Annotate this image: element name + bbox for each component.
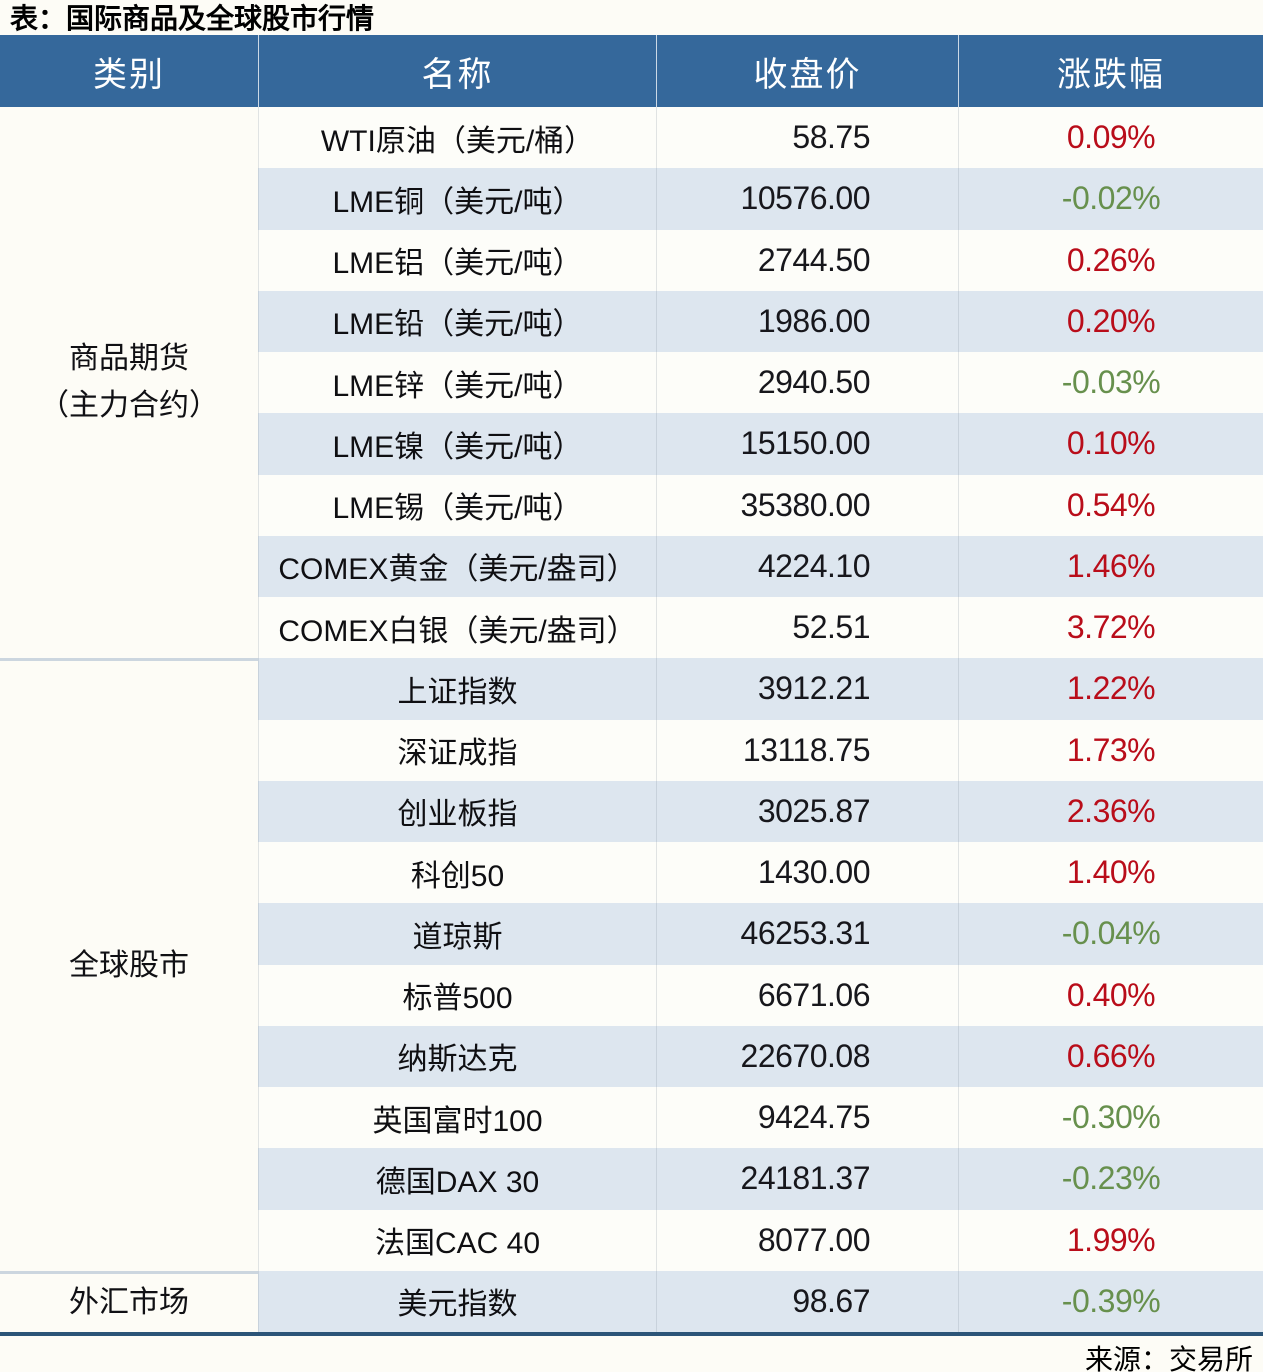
change-percent-cell: 1.40% (958, 842, 1263, 904)
change-percent-cell: 3.72% (958, 597, 1263, 659)
close-price-cell: 2940.50 (656, 352, 958, 414)
close-price-cell: 46253.31 (656, 903, 958, 965)
close-price-cell: 2744.50 (656, 229, 958, 291)
close-price-cell: 4224.10 (656, 535, 958, 597)
col-header-change: 涨跌幅 (958, 35, 1263, 107)
instrument-name-cell: 德国DAX 30 (258, 1148, 656, 1210)
close-price-cell: 10576.00 (656, 168, 958, 230)
instrument-name-cell: COMEX黄金（美元/盎司） (258, 535, 656, 597)
close-price-cell: 8077.00 (656, 1209, 958, 1271)
source-note: 来源：交易所 (1084, 1344, 1253, 1372)
change-percent-cell: 1.99% (958, 1209, 1263, 1271)
instrument-name-cell: 标普500 (258, 964, 656, 1026)
close-price-cell: 15150.00 (656, 413, 958, 475)
instrument-name-cell: 深证成指 (258, 719, 656, 781)
close-price-cell: 22670.08 (656, 1025, 958, 1087)
close-price-cell: 98.67 (656, 1270, 958, 1332)
close-price-cell: 1986.00 (656, 290, 958, 352)
change-percent-cell: 0.20% (958, 290, 1263, 352)
instrument-name-cell: 科创50 (258, 842, 656, 904)
close-price-cell: 35380.00 (656, 474, 958, 536)
category-cell-forex: 外汇市场 (0, 1270, 258, 1332)
instrument-name-cell: 创业板指 (258, 780, 656, 842)
instrument-name-cell: WTI原油（美元/桶） (258, 107, 656, 169)
change-percent-cell: -0.04% (958, 903, 1263, 965)
change-percent-cell: 0.54% (958, 474, 1263, 536)
instrument-name-cell: 法国CAC 40 (258, 1209, 656, 1271)
col-header-category: 类别 (0, 35, 258, 107)
close-price-cell: 3025.87 (656, 780, 958, 842)
change-percent-cell: -0.30% (958, 1087, 1263, 1149)
change-percent-cell: 0.26% (958, 229, 1263, 291)
instrument-name-cell: 上证指数 (258, 658, 656, 720)
close-price-cell: 58.75 (656, 107, 958, 169)
change-percent-cell: 1.73% (958, 719, 1263, 781)
change-percent-cell: -0.03% (958, 352, 1263, 414)
instrument-name-cell: LME锡（美元/吨） (258, 474, 656, 536)
change-percent-cell: 0.66% (958, 1025, 1263, 1087)
change-percent-cell: -0.39% (958, 1270, 1263, 1332)
instrument-name-cell: LME铅（美元/吨） (258, 290, 656, 352)
change-percent-cell: 0.40% (958, 964, 1263, 1026)
instrument-name-cell: 英国富时100 (258, 1087, 656, 1149)
close-price-cell: 24181.37 (656, 1148, 958, 1210)
close-price-cell: 6671.06 (656, 964, 958, 1026)
change-percent-cell: -0.23% (958, 1148, 1263, 1210)
close-price-cell: 52.51 (656, 597, 958, 659)
instrument-name-cell: LME锌（美元/吨） (258, 352, 656, 414)
change-percent-cell: 1.22% (958, 658, 1263, 720)
close-price-cell: 13118.75 (656, 719, 958, 781)
market-table: 类别 名称 收盘价 涨跌幅 商品期货 （主力合约） 全球股市 外汇市场 WTI原… (0, 35, 1263, 1336)
change-percent-cell: 0.10% (958, 413, 1263, 475)
category-cell-global-stocks: 全球股市 (0, 658, 258, 1271)
instrument-name-cell: LME镍（美元/吨） (258, 413, 656, 475)
table-title: 表：国际商品及全球股市行情 (10, 3, 375, 34)
close-price-cell: 3912.21 (656, 658, 958, 720)
instrument-name-cell: 美元指数 (258, 1270, 656, 1332)
instrument-name-cell: 纳斯达克 (258, 1025, 656, 1087)
category-cell-commodity-futures: 商品期货 （主力合约） (0, 107, 258, 659)
change-percent-cell: 1.46% (958, 535, 1263, 597)
close-price-cell: 9424.75 (656, 1087, 958, 1149)
change-percent-cell: 2.36% (958, 780, 1263, 842)
change-percent-cell: 0.09% (958, 107, 1263, 169)
instrument-name-cell: LME铝（美元/吨） (258, 229, 656, 291)
instrument-name-cell: LME铜（美元/吨） (258, 168, 656, 230)
close-price-cell: 1430.00 (656, 842, 958, 904)
col-header-close: 收盘价 (656, 35, 958, 107)
col-header-name: 名称 (258, 35, 656, 107)
change-percent-cell: -0.02% (958, 168, 1263, 230)
instrument-name-cell: 道琼斯 (258, 903, 656, 965)
instrument-name-cell: COMEX白银（美元/盎司） (258, 597, 656, 659)
